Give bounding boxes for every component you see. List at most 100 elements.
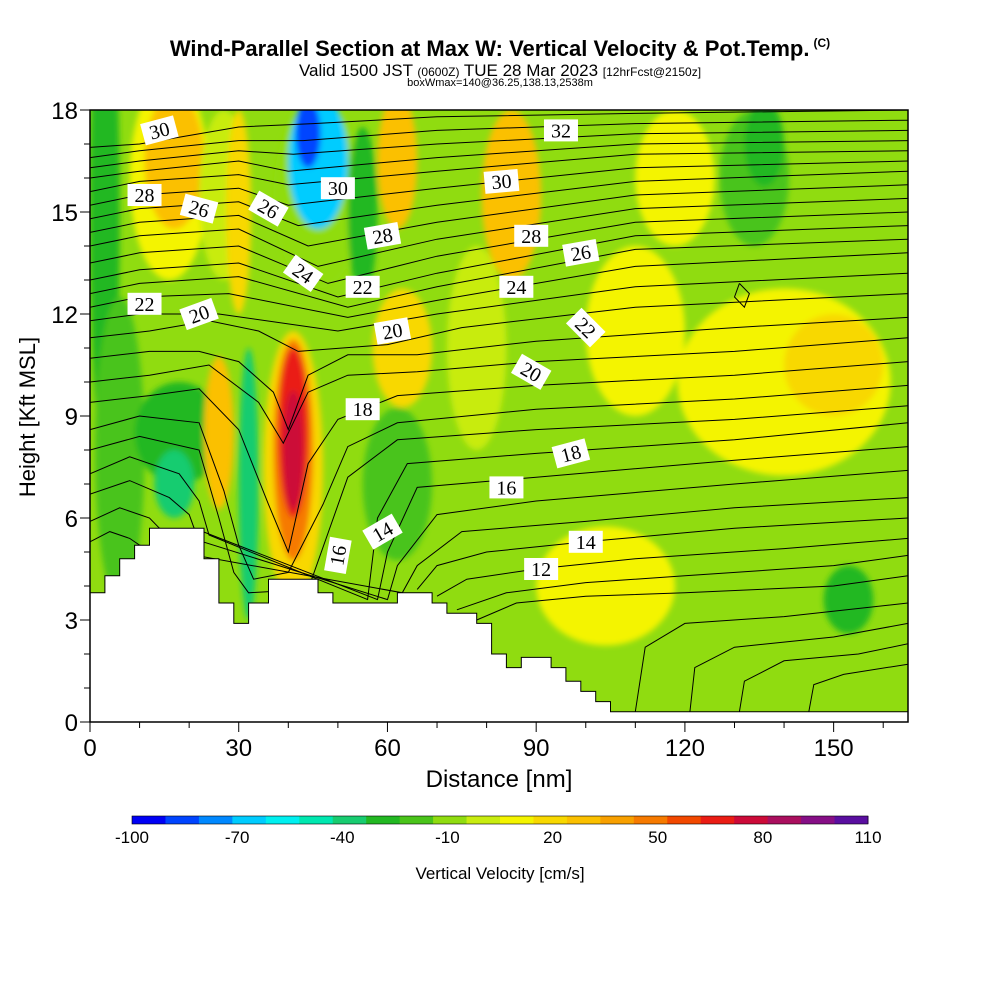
isentrope-line-20 xyxy=(90,422,908,601)
contour-label-18: 18 xyxy=(345,398,380,421)
copyright-mark: (C) xyxy=(813,36,831,50)
isentrope-line-6 xyxy=(90,170,908,227)
colorbar-label: Vertical Velocity [cm/s] xyxy=(415,864,585,883)
colorbar-tick-label: 110 xyxy=(854,828,881,847)
velocity-cell-8 xyxy=(204,356,234,510)
potential-temperature-contours xyxy=(90,110,908,712)
isentrope-line-28 xyxy=(634,602,908,712)
y-tick-label: 0 xyxy=(65,710,78,737)
svg-text:24: 24 xyxy=(506,277,526,299)
isentrope-line-22 xyxy=(90,469,908,601)
colorbar-tick-label: 50 xyxy=(648,828,667,847)
colorbar-swatch-10 xyxy=(466,816,501,824)
isentrope-line-8 xyxy=(90,197,908,267)
x-tick-label: 120 xyxy=(665,735,705,762)
colorbar-swatch-17 xyxy=(700,816,735,824)
contour-label-9: 22 xyxy=(345,275,380,299)
colorbar-swatch-8 xyxy=(399,816,434,824)
forecast-info: [12hrFcst@2150z] xyxy=(602,65,702,79)
colorbar-tick-label: 20 xyxy=(543,828,562,847)
isentrope-line-25 xyxy=(436,537,908,597)
isentrope-line-26 xyxy=(456,554,908,611)
contour-label-13: 28 xyxy=(514,224,549,248)
velocity-cell-26 xyxy=(635,110,715,246)
y-tick-label: 15 xyxy=(51,200,78,227)
contour-label-7: 30 xyxy=(320,177,355,200)
isentrope-line-10 xyxy=(90,225,908,298)
velocity-cell-28 xyxy=(744,110,785,187)
y-tick-label: 6 xyxy=(65,506,78,533)
contour-label-14: 26 xyxy=(562,239,600,267)
velocity-cell-5 xyxy=(154,450,195,518)
colorbar-swatch-2 xyxy=(198,816,233,824)
isentrope-line-0 xyxy=(90,110,908,148)
isentrope-line-27 xyxy=(476,575,908,621)
colorbar-swatch-15 xyxy=(633,816,668,824)
colorbar-swatch-5 xyxy=(299,816,334,824)
x-axis: 0 30 60 90 120 150 xyxy=(83,722,884,762)
colorbar-swatch-14 xyxy=(600,816,635,824)
svg-text:12: 12 xyxy=(531,559,551,581)
contour-label-1: 28 xyxy=(127,184,162,207)
velocity-cell-19 xyxy=(372,288,433,408)
x-tick-label: 60 xyxy=(374,735,401,762)
y-tick-label: 12 xyxy=(51,302,78,329)
y-tick-label: 3 xyxy=(65,608,78,635)
isentrope-line-32 xyxy=(733,283,750,309)
isentrope-line-7 xyxy=(90,184,908,247)
svg-text:22: 22 xyxy=(135,294,155,316)
contour-label-12: 30 xyxy=(483,168,520,194)
isentrope-line-4 xyxy=(90,150,908,193)
isentrope-line-1 xyxy=(90,119,908,159)
box-info: boxWmax=140@36.25,138.13,2538m xyxy=(407,77,593,89)
x-tick-label: 90 xyxy=(523,735,550,762)
colorbar-swatch-4 xyxy=(265,816,300,824)
contour-label-0: 30 xyxy=(140,115,179,146)
contour-label-20: 16 xyxy=(489,476,524,499)
svg-text:20: 20 xyxy=(381,319,405,344)
isentrope-line-16 xyxy=(90,337,908,445)
isentrope-line-29 xyxy=(689,622,908,712)
chart-title: Wind-Parallel Section at Max W: Vertical… xyxy=(0,36,1000,62)
chart-title-main: Wind-Parallel Section at Max W: Vertical… xyxy=(169,36,810,61)
y-tick-label: 9 xyxy=(65,404,78,431)
isentrope-line-9 xyxy=(90,211,908,284)
colorbar-tick-label: -70 xyxy=(225,828,250,847)
velocity-cell-25 xyxy=(784,314,884,416)
x-tick-label: 30 xyxy=(225,735,252,762)
contour-label-10: 20 xyxy=(373,317,412,345)
x-axis-label: Distance [nm] xyxy=(425,766,573,793)
contour-label-24: 12 xyxy=(524,558,559,581)
svg-text:28: 28 xyxy=(521,226,541,248)
svg-text:32: 32 xyxy=(551,120,571,142)
terrain xyxy=(90,527,908,722)
velocity-cell-13 xyxy=(283,390,304,510)
velocity-cell-17 xyxy=(347,127,378,297)
colorbar-swatch-19 xyxy=(767,816,802,824)
contour-label-8: 28 xyxy=(363,222,402,250)
colorbar-swatch-3 xyxy=(232,816,267,824)
velocity-cell-29 xyxy=(536,526,675,646)
svg-text:18: 18 xyxy=(353,399,373,421)
y-axis-label: Height [Kft MSL] xyxy=(15,336,40,498)
colorbar-swatch-7 xyxy=(366,816,401,824)
valid-time-utc: (0600Z) xyxy=(417,65,460,79)
velocity-cell-21 xyxy=(481,110,542,280)
valid-time: Valid 1500 JST xyxy=(298,61,413,80)
svg-text:16: 16 xyxy=(496,477,516,499)
isentrope-line-3 xyxy=(90,140,908,179)
contour-label-2: 26 xyxy=(179,193,219,224)
contour-label-21: 16 xyxy=(324,536,352,575)
colorbar-swatch-6 xyxy=(332,816,367,824)
contour-label-11: 32 xyxy=(543,119,578,142)
colorbar-tick-label: -10 xyxy=(435,828,460,847)
colorbar-tick-label: -100 xyxy=(115,828,149,847)
colorbar-tick-label: 80 xyxy=(753,828,772,847)
colorbar-swatch-20 xyxy=(801,816,836,824)
valid-date: TUE 28 Mar 2023 xyxy=(463,61,599,80)
velocity-cell-1 xyxy=(94,297,145,603)
svg-text:28: 28 xyxy=(371,224,395,249)
colorbar-swatch-16 xyxy=(667,816,702,824)
